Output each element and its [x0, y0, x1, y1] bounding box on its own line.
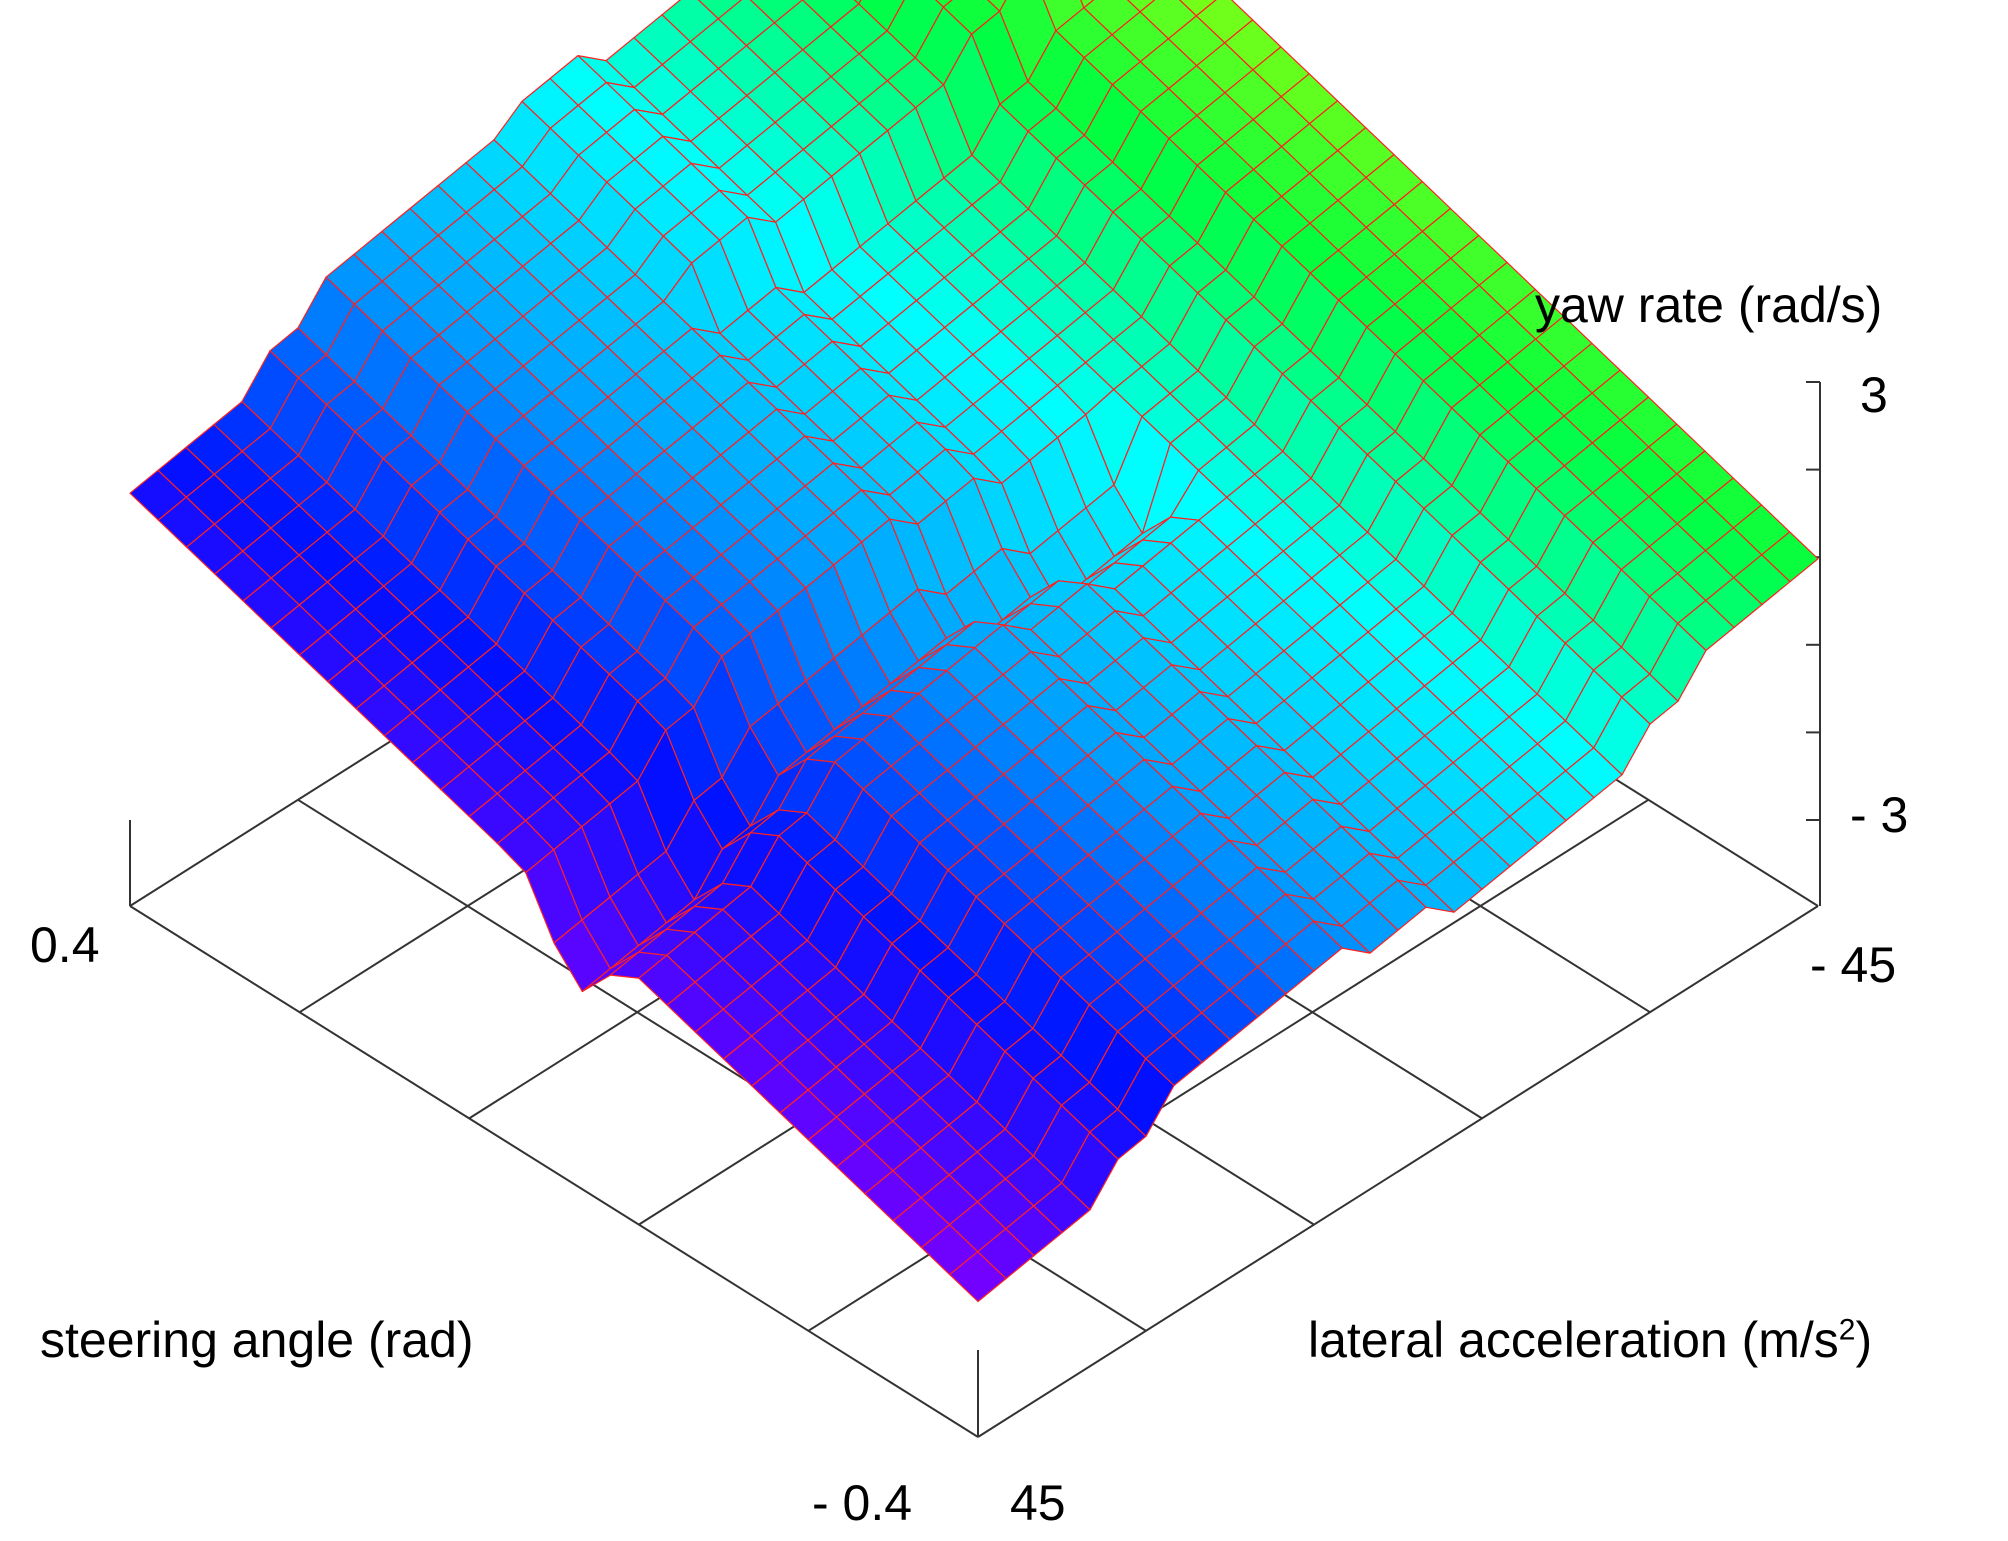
y-axis-label-main: lateral acceleration (m/s: [1308, 1312, 1839, 1368]
z-tick-max-label: 3: [1860, 367, 1888, 423]
surface-patch: [949, 1251, 1007, 1303]
z-axis-label: yaw rate (rad/s): [1535, 277, 1883, 333]
z-tick-min-label: - 3: [1850, 787, 1909, 843]
y-tick-max-label: 45: [1010, 1475, 1066, 1531]
y-tick-min-label: - 45: [1810, 937, 1897, 993]
yaw-rate-surface: [129, 0, 1819, 1303]
x-axis-label: steering angle (rad): [40, 1312, 474, 1368]
floor-grid-line: [129, 905, 979, 1438]
surface-patch: [934, 0, 953, 8]
x-tick-min-label: - 0.4: [812, 1475, 913, 1531]
x-tick-max-label: 0.4: [30, 917, 100, 973]
z-axis: [1806, 381, 1821, 906]
y-axis-label-close: ): [1855, 1312, 1873, 1368]
floor-grid-line: [977, 905, 1819, 1438]
y-axis-label: lateral acceleration (m/s2): [1308, 1315, 1872, 1365]
y-axis-label-sup: 2: [1838, 1313, 1856, 1347]
